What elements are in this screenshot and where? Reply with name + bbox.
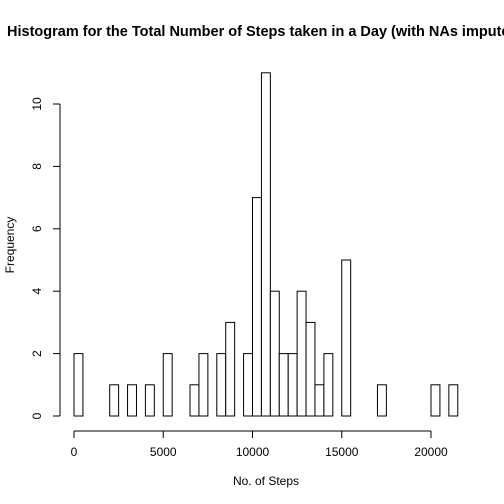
x-tick-label: 0 bbox=[71, 445, 78, 459]
histogram-bar bbox=[189, 384, 200, 417]
histogram-bar bbox=[376, 384, 387, 417]
x-axis: 0 5000 10000 15000 20000 bbox=[71, 430, 448, 459]
y-tick-label: 0 bbox=[30, 412, 44, 419]
histogram-bar bbox=[162, 353, 173, 417]
bars-group bbox=[73, 72, 459, 417]
histogram-bar bbox=[296, 290, 307, 417]
histogram-bar bbox=[305, 321, 316, 417]
y-axis-label: Frequency bbox=[3, 217, 17, 274]
histogram-bar bbox=[243, 353, 253, 417]
histogram-bar bbox=[278, 353, 289, 417]
histogram-bar bbox=[269, 290, 280, 417]
y-tick-label: 10 bbox=[30, 97, 44, 111]
y-tick-label: 8 bbox=[30, 163, 44, 170]
chart-title: Histogram for the Total Number of Steps … bbox=[7, 24, 504, 40]
y-axis: 0 2 4 6 8 10 bbox=[30, 97, 61, 419]
x-tick-label: 15000 bbox=[325, 445, 359, 459]
histogram-bar bbox=[323, 353, 334, 417]
histogram-bar bbox=[314, 384, 325, 417]
histogram-bar bbox=[109, 384, 120, 417]
x-tick-label: 5000 bbox=[150, 445, 177, 459]
y-tick-label: 6 bbox=[30, 225, 44, 232]
histogram-bar bbox=[430, 384, 441, 417]
histogram-bar bbox=[287, 353, 298, 417]
y-tick-label: 4 bbox=[30, 288, 44, 295]
histogram-bar bbox=[73, 353, 84, 417]
histogram-bar bbox=[127, 384, 137, 417]
histogram-bar bbox=[225, 321, 236, 417]
x-tick-label: 10000 bbox=[236, 445, 270, 459]
histogram-bar bbox=[341, 259, 352, 417]
y-tick-label: 2 bbox=[30, 350, 44, 357]
x-axis-label: No. of Steps bbox=[233, 474, 299, 488]
x-tick-label: 20000 bbox=[414, 445, 448, 459]
histogram-bar bbox=[216, 353, 227, 417]
histogram-bar bbox=[448, 384, 459, 417]
histogram-bar bbox=[198, 353, 209, 417]
histogram-bar bbox=[260, 72, 271, 417]
histogram-bar bbox=[144, 384, 155, 417]
histogram-bar bbox=[252, 197, 262, 417]
